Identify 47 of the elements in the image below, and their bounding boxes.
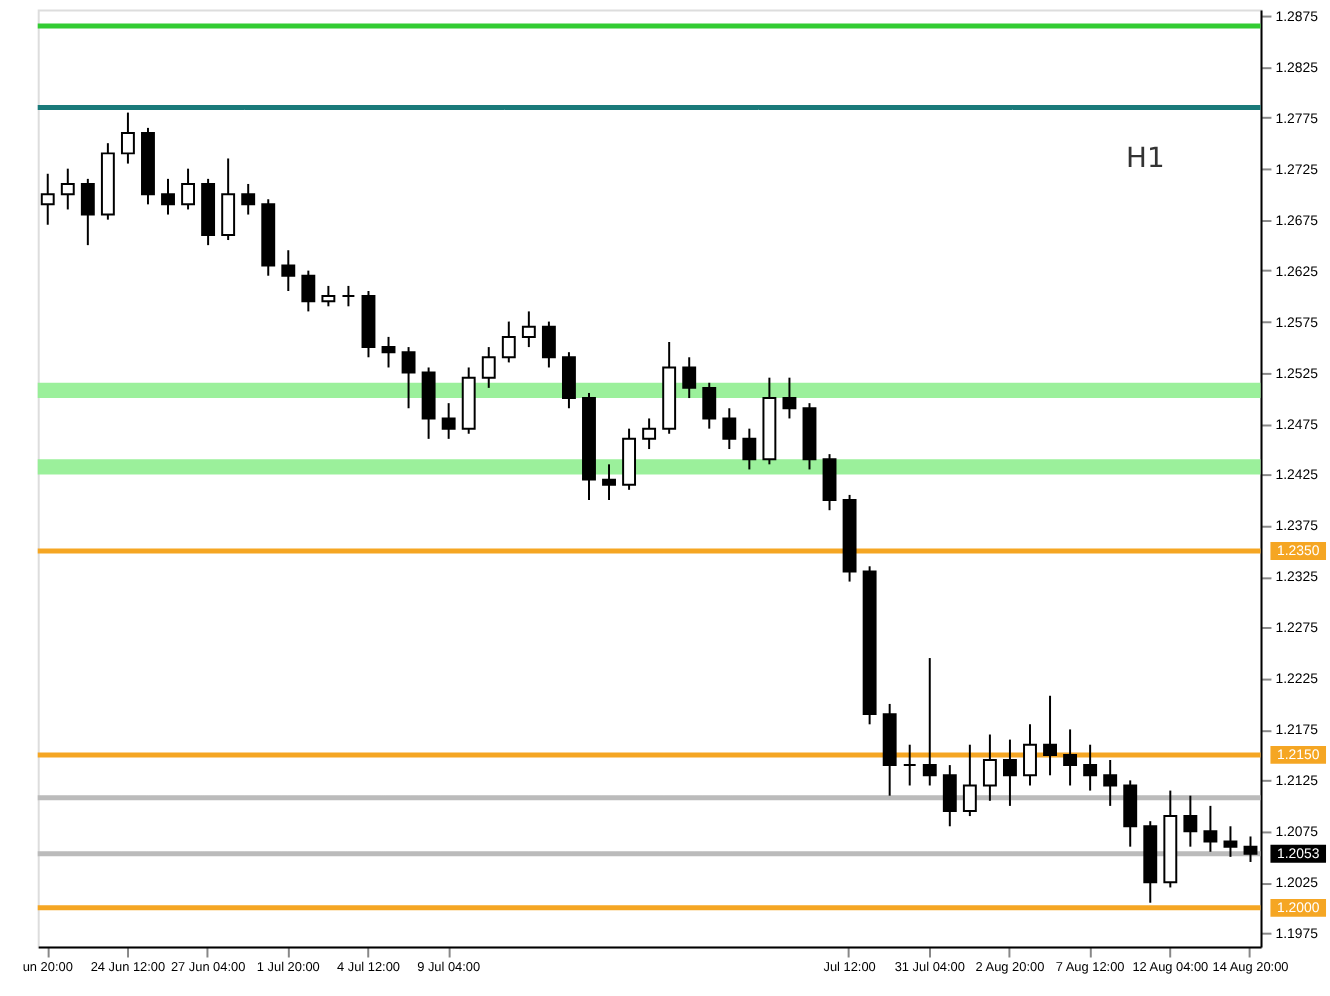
- candlestick: [120, 111, 135, 165]
- candlestick: [822, 453, 837, 512]
- candlestick: [642, 417, 657, 451]
- candlestick: [1243, 835, 1258, 863]
- candlestick: [161, 177, 175, 216]
- candlestick: [1123, 779, 1138, 848]
- candlestick: [501, 320, 516, 364]
- candlestick: [381, 335, 396, 369]
- candlestick: [321, 284, 336, 308]
- candlestick: [1043, 694, 1057, 777]
- candlestick: [1223, 825, 1238, 858]
- candlestick: [922, 657, 937, 787]
- candlestick: [1002, 738, 1017, 807]
- candlestick: [1023, 723, 1037, 787]
- candlestick: [40, 172, 55, 226]
- candlestick: [541, 320, 556, 369]
- candlestick: [622, 427, 637, 491]
- candlestick: [1203, 804, 1218, 853]
- candlestick: [1083, 743, 1098, 792]
- candlestick: [722, 407, 737, 451]
- candlestick: [962, 743, 977, 818]
- candlestick: [682, 356, 697, 400]
- candlestick: [1063, 728, 1078, 787]
- candlestick: [241, 182, 256, 216]
- candlestick: [602, 463, 616, 502]
- annotation: H1: [1126, 143, 1165, 176]
- candlestick: [742, 427, 757, 471]
- candlestick: [60, 167, 75, 211]
- candlestick: [1183, 794, 1198, 848]
- candlestick: [902, 743, 917, 787]
- candlestick: [561, 351, 576, 410]
- candlestick: [1103, 759, 1118, 807]
- candlestick: [521, 310, 536, 349]
- candlestick: [441, 402, 456, 440]
- candlestick: [341, 284, 356, 308]
- candlestick: [942, 764, 957, 828]
- candlestick: [421, 366, 436, 440]
- candlestick: [281, 249, 296, 293]
- candlestick: [221, 157, 236, 242]
- candlestick: [702, 381, 717, 430]
- candlestick: [80, 177, 95, 247]
- candlestick: [782, 376, 797, 420]
- candlestick: [401, 346, 416, 410]
- candlestick: [982, 733, 997, 802]
- candlestick: [301, 269, 316, 313]
- candlestick: [181, 167, 196, 211]
- candlestick: [481, 346, 496, 389]
